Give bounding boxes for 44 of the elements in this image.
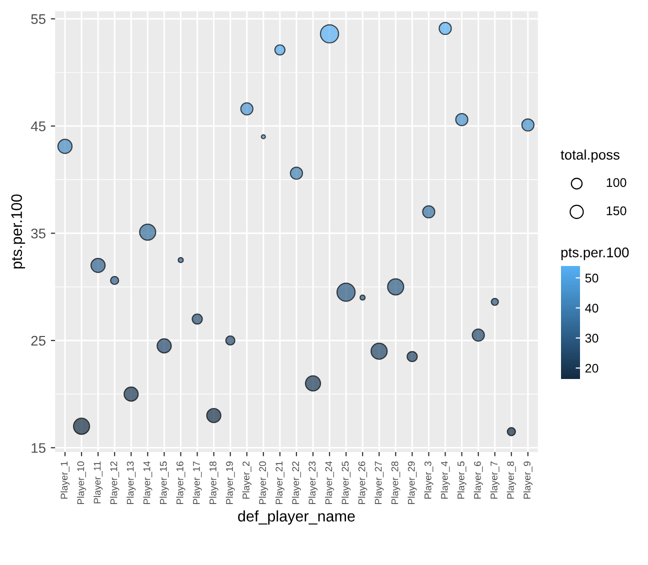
- x-tick-label: Player_3: [424, 461, 434, 499]
- x-tick-label: Player_17: [192, 462, 202, 504]
- x-tick-label: Player_12: [110, 462, 120, 504]
- x-tick-label: Player_16: [176, 461, 186, 504]
- x-tick-label: Player_6: [474, 461, 483, 499]
- x-tick-label: Player_27: [374, 462, 384, 504]
- y-tick-label: 25: [31, 336, 46, 346]
- x-tick-label: Player_13: [126, 461, 136, 504]
- y-axis-title: pts.per.100: [11, 194, 26, 268]
- x-tick-label: Player_5: [457, 461, 466, 499]
- x-tick-label: Player_18: [209, 461, 218, 504]
- x-tick-label: Player_20: [258, 461, 268, 504]
- x-tick-label: Player_24: [324, 461, 334, 504]
- x-tick-label: Player_2: [242, 462, 252, 499]
- color-bar-label: 20: [585, 364, 598, 373]
- color-bar-label: 50: [585, 274, 598, 283]
- x-tick-label: Player_28: [391, 461, 400, 504]
- color-bar-label: 30: [585, 334, 598, 343]
- x-tick-label: Player_25: [342, 461, 351, 504]
- x-axis-title: def_player_name: [238, 510, 355, 525]
- x-tick-label: Player_1: [60, 462, 70, 499]
- x-tick-label: Player_22: [292, 462, 301, 504]
- y-tick-label: 15: [32, 443, 46, 453]
- color-bar-label: 40: [585, 304, 598, 313]
- x-tick-label: Player_10: [77, 461, 86, 504]
- y-tick-label: 45: [30, 122, 46, 132]
- x-tick-label: Player_14: [143, 461, 152, 504]
- y-tick-label: 35: [31, 228, 46, 238]
- y-tick-label: 55: [31, 14, 46, 24]
- x-tick-label: Player_19: [226, 461, 235, 504]
- x-tick-label: Player_21: [275, 462, 284, 504]
- x-tick-label: Player_7: [490, 462, 500, 499]
- x-tick-label: Player_23: [308, 461, 318, 504]
- x-tick-label: Player_8: [506, 461, 516, 499]
- x-tick-label: Player_15: [160, 461, 169, 504]
- x-tick-label: Player_4: [440, 461, 450, 499]
- legend-label: 100: [606, 178, 626, 187]
- legend-label: 150: [606, 206, 626, 216]
- x-tick-label: Player_11: [94, 462, 103, 504]
- x-tick-label: Player_26: [358, 461, 368, 504]
- x-tick-label: Player_9: [523, 461, 532, 499]
- legend-title: total.poss: [560, 149, 620, 162]
- x-tick-label: Player_29: [408, 461, 417, 504]
- color-bar-title: pts.per.100: [561, 248, 629, 260]
